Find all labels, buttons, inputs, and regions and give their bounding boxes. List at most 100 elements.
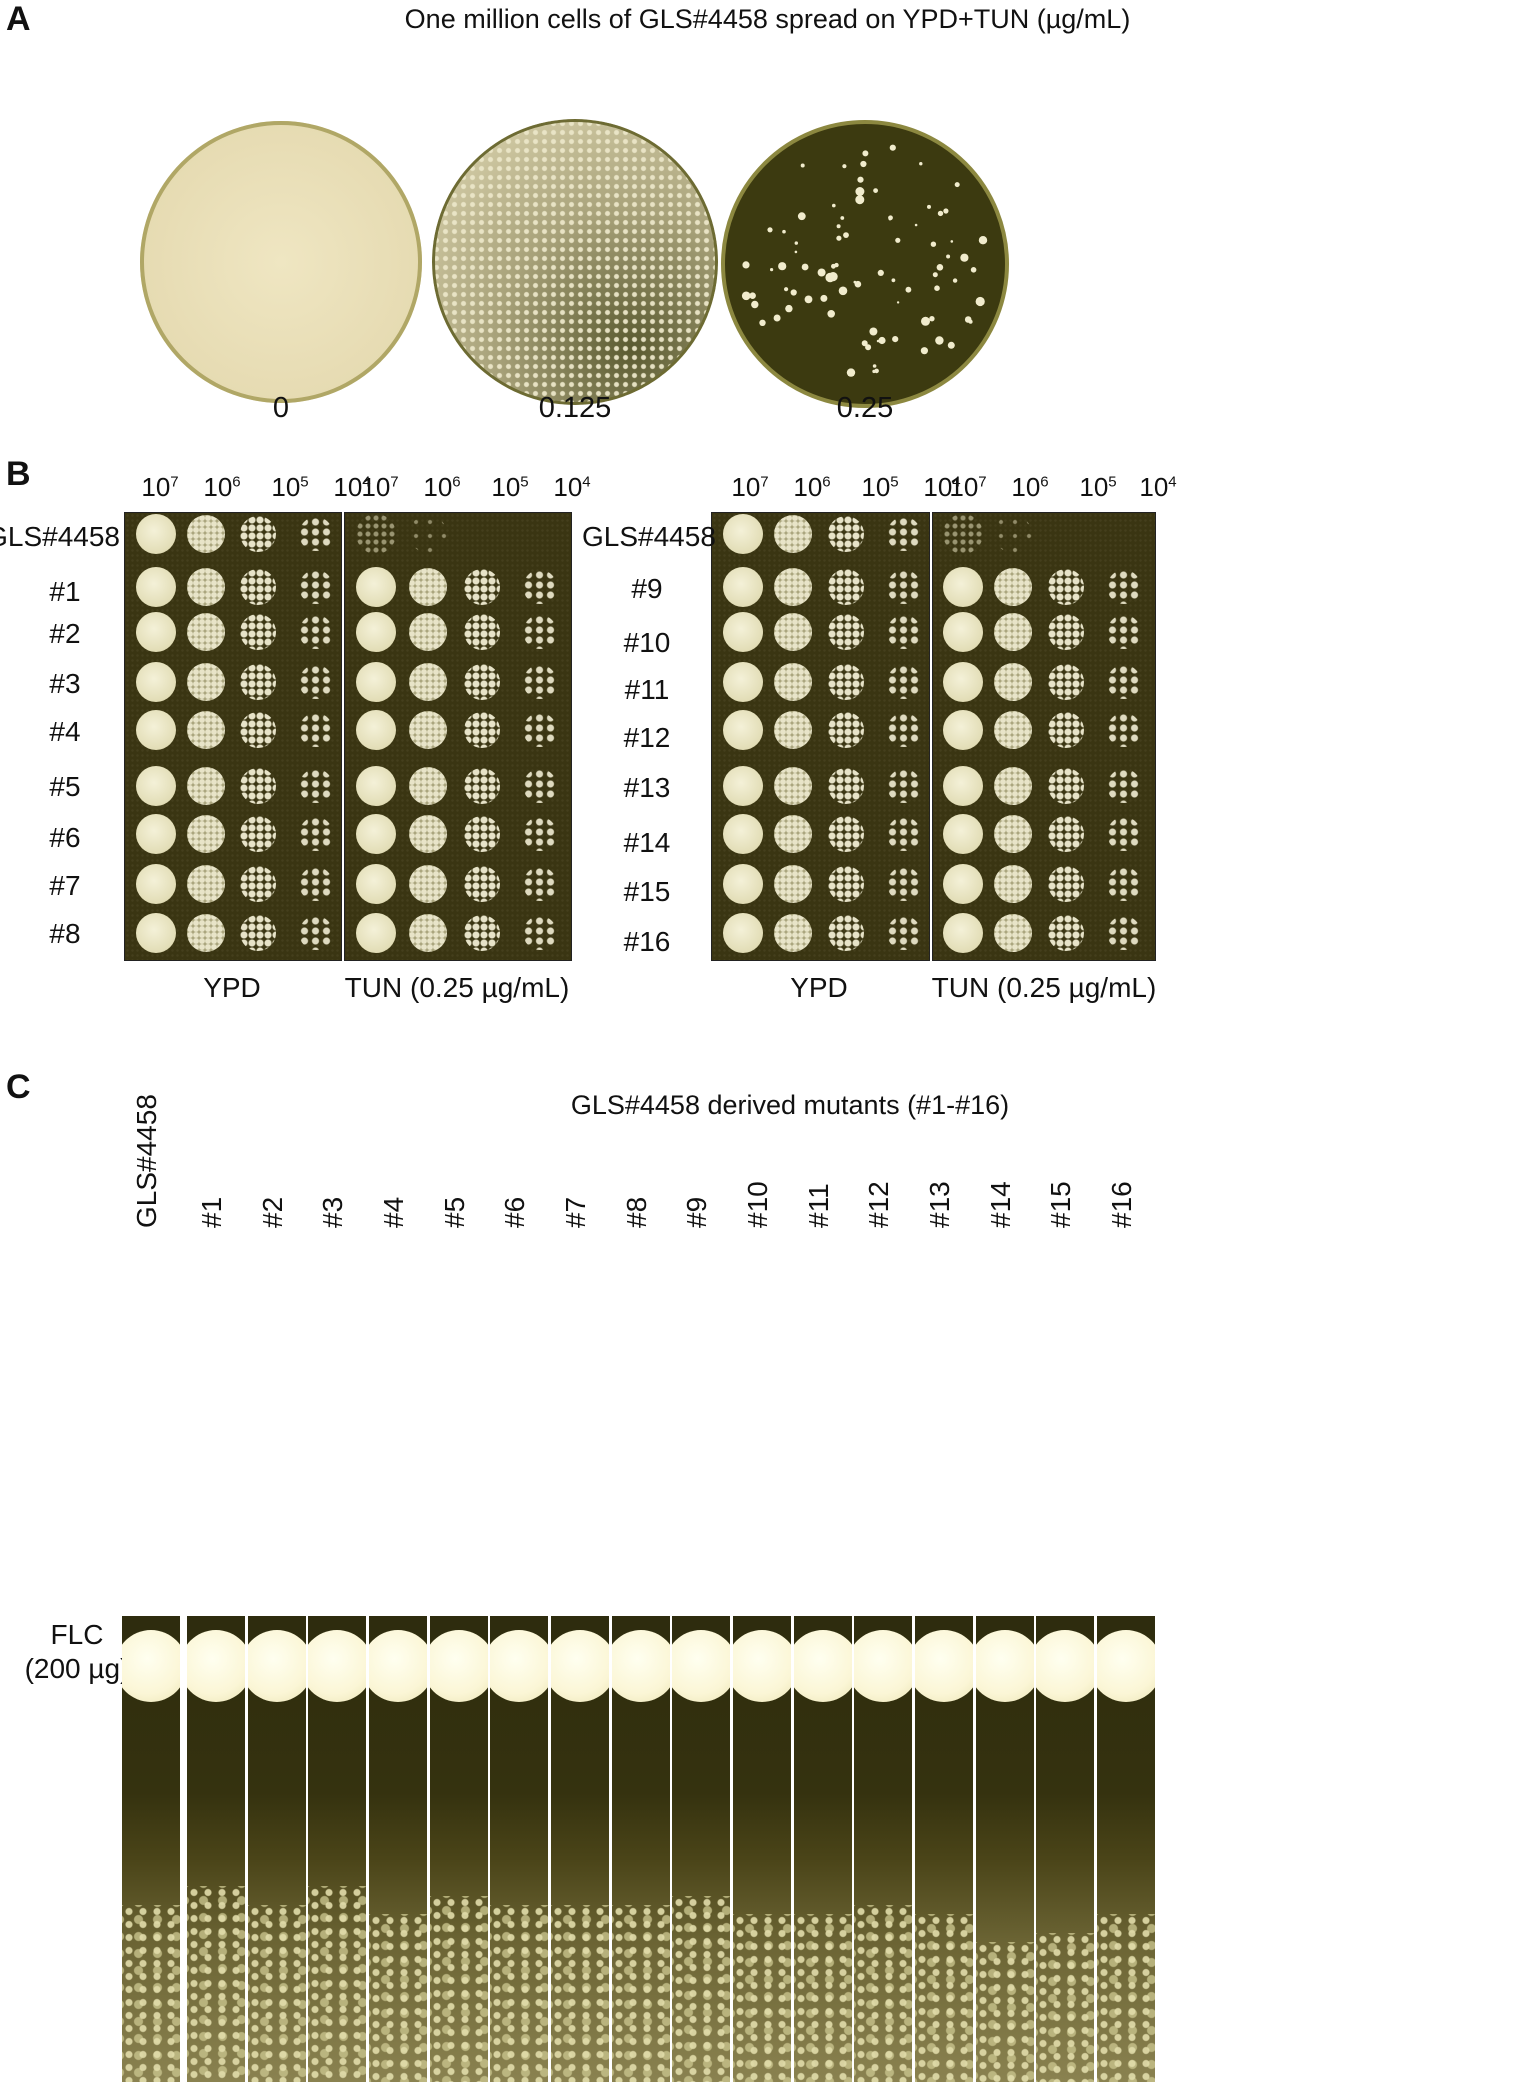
spot-left-ypd-r8-c2	[240, 915, 276, 951]
spot-left-ypd-r1-c1	[187, 568, 225, 606]
row-label-left-4: #4	[49, 716, 81, 747]
colony	[742, 261, 750, 269]
spot-right-ypd-r0-c3	[887, 517, 921, 551]
spot-left-tun-r0-c1	[409, 515, 447, 553]
colony	[975, 296, 985, 307]
condition-label-left-ypd: YPD	[203, 972, 261, 1003]
flc-disk	[1097, 1630, 1155, 1702]
strain-label-7: #7	[560, 1196, 591, 1228]
dilution-exponent: 4	[362, 473, 371, 491]
colony-growth	[733, 1914, 791, 2082]
spot-left-tun-r5-c1	[409, 767, 447, 805]
colony	[946, 254, 951, 259]
spot-left-tun-r4-c3	[523, 713, 557, 747]
colony	[857, 176, 864, 183]
strain-label-8: #8	[621, 1196, 652, 1228]
dilution-base: 10	[423, 472, 453, 502]
colony	[964, 256, 968, 260]
dilution-header-right-ypd-3: 104	[907, 472, 977, 503]
spot-right-tun-r4-c2	[1048, 712, 1084, 748]
colony	[935, 336, 944, 345]
dilution-base: 10	[553, 472, 583, 502]
flc-disk	[733, 1630, 791, 1702]
strain-label-2: #2	[257, 1196, 288, 1228]
condition-label-left-tun: TUN (0.25 µg/mL)	[344, 972, 570, 1003]
plate-label-0: 0	[272, 392, 290, 424]
disk-strip-14	[976, 1616, 1034, 2082]
dilution-base: 10	[203, 472, 233, 502]
spot-left-tun-r3-c2	[464, 664, 500, 700]
spot-right-ypd-r6-c3	[887, 817, 921, 851]
spot-left-ypd-r4-c1	[187, 711, 225, 749]
dilution-base: 10	[1011, 472, 1041, 502]
strain-label-1: #1	[196, 1196, 227, 1228]
spot-right-ypd-r0-c0	[723, 514, 763, 554]
colony	[843, 232, 849, 238]
colony	[896, 301, 900, 304]
colony	[878, 336, 886, 345]
colony-growth	[430, 1896, 488, 2082]
colony-growth	[1036, 1933, 1094, 2082]
strain-label-4: #4	[378, 1196, 409, 1228]
flc-disk	[551, 1630, 609, 1702]
colony	[828, 272, 838, 282]
spot-left-ypd-r8-c0	[136, 913, 176, 953]
spot-right-ypd-r2-c3	[887, 615, 921, 649]
spot-right-tun-r5-c1	[994, 767, 1032, 805]
dilution-base: 10	[1079, 472, 1109, 502]
spot-left-ypd-r1-c0	[136, 567, 176, 607]
dilution-header-right-tun-0: 107	[933, 472, 1003, 503]
spot-right-tun-r6-c2	[1048, 816, 1084, 852]
panel-c-title: GLS#4458 derived mutants (#1-#16)	[570, 1090, 1010, 1120]
spot-left-ypd-r3-c1	[187, 663, 225, 701]
condition-label-right-tun: TUN (0.25 µg/mL)	[931, 972, 1157, 1003]
disk-label-dose: (200 µg)	[24, 1653, 130, 1684]
spot-right-ypd-r6-c2	[828, 816, 864, 852]
strain-label-13: #13	[924, 1181, 955, 1228]
spot-right-tun-r1-c0	[943, 567, 983, 607]
colony-growth	[976, 1942, 1034, 2082]
disk-strip-2	[248, 1616, 306, 2082]
colony	[773, 314, 781, 322]
dilution-exponent: 4	[582, 473, 591, 491]
spot-left-ypd-r3-c0	[136, 662, 176, 702]
colony	[831, 263, 836, 269]
colony	[929, 316, 935, 322]
strain-label-6: #6	[499, 1196, 530, 1228]
spot-left-tun-r5-c2	[464, 768, 500, 804]
colony	[749, 292, 756, 299]
colony	[800, 163, 805, 168]
colony	[860, 160, 867, 168]
spot-left-ypd-r1-c2	[240, 569, 276, 605]
dilution-header-left-ypd-1: 106	[187, 472, 257, 503]
dilution-exponent: 7	[390, 473, 399, 491]
dilution-base: 10	[861, 472, 891, 502]
spot-right-tun-r3-c1	[994, 663, 1032, 701]
spot-left-ypd-r7-c1	[187, 865, 225, 903]
spot-right-tun-r2-c1	[994, 613, 1032, 651]
spot-right-ypd-r8-c3	[887, 916, 921, 950]
spot-left-ypd-r0-c0	[136, 514, 176, 554]
dilution-exponent: 7	[170, 473, 179, 491]
colony	[877, 269, 884, 276]
spot-right-ypd-r7-c2	[828, 866, 864, 902]
plate-tun-0.125	[432, 119, 718, 405]
dilution-base: 10	[491, 472, 521, 502]
spot-left-tun-r6-c2	[464, 816, 500, 852]
spot-right-tun-r0-c3	[1107, 517, 1141, 551]
flc-disk	[248, 1630, 306, 1702]
dilution-header-left-ypd-2: 105	[255, 472, 325, 503]
spot-right-ypd-r3-c3	[887, 665, 921, 699]
dilution-header-left-tun-2: 105	[475, 472, 545, 503]
spot-right-tun-r4-c3	[1107, 713, 1141, 747]
colony	[889, 144, 896, 151]
spot-left-tun-r3-c3	[523, 665, 557, 699]
disk-strip-1	[187, 1616, 245, 2082]
spot-left-ypd-r1-c3	[299, 570, 333, 604]
spot-right-ypd-r1-c0	[723, 567, 763, 607]
row-label-right-3: #11	[624, 674, 670, 705]
dilution-base: 10	[141, 472, 171, 502]
dilution-header-right-ypd-0: 107	[715, 472, 785, 503]
spot-left-tun-r4-c2	[464, 712, 500, 748]
spot-left-tun-r5-c3	[523, 769, 557, 803]
